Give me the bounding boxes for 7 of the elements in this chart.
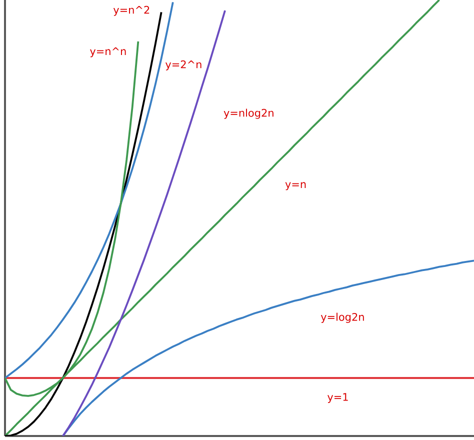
series-label: y=1 (328, 393, 348, 403)
series-label: y=n^2 (113, 6, 150, 16)
series-label: y=n^n (90, 47, 126, 58)
series-label: y=log2n (320, 312, 364, 323)
text: y=nlog2n (224, 108, 274, 119)
series-label: y=n (285, 182, 306, 190)
series-label: y=2^n (165, 60, 202, 70)
